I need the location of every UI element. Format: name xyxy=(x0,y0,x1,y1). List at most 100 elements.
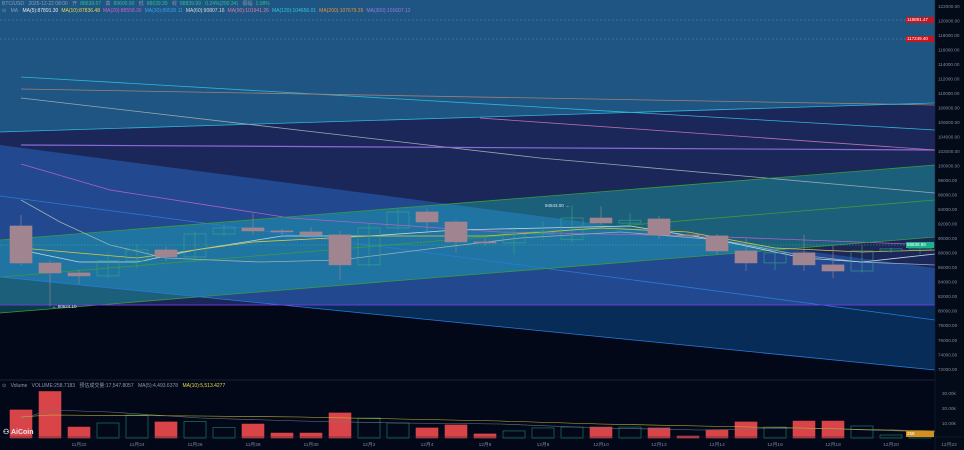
candle-body xyxy=(618,219,642,224)
ma-label[interactable]: MA xyxy=(10,8,19,14)
ma-value-3: MA(30):89530.11 xyxy=(144,8,183,14)
candles-group xyxy=(9,205,932,307)
y-tick-label: 86000.00 xyxy=(938,265,958,270)
volume-bar xyxy=(589,426,613,439)
candle[interactable] xyxy=(531,221,555,240)
ma-settings-icon[interactable]: ⊙ xyxy=(2,8,7,14)
candle[interactable] xyxy=(212,225,236,237)
volume-bar xyxy=(96,422,120,439)
y-tick-label: 100000.00 xyxy=(938,164,960,169)
y-tick-label: 82000.00 xyxy=(938,294,958,299)
volume-bar xyxy=(734,421,758,439)
volume-settings-icon[interactable]: ⊙ xyxy=(2,383,7,389)
y-tick-label: 84000.00 xyxy=(938,280,958,285)
candle[interactable] xyxy=(821,245,845,279)
candle[interactable] xyxy=(763,249,787,271)
candle[interactable] xyxy=(444,220,468,253)
candle[interactable] xyxy=(415,208,439,232)
ma-value-2: MA(20):88558.36 xyxy=(102,8,142,14)
y-tick-label: 114000.00 xyxy=(938,62,960,67)
y-tick-label: 76000.00 xyxy=(938,338,958,343)
candle[interactable] xyxy=(792,234,816,271)
candle-body xyxy=(67,272,91,277)
candle[interactable] xyxy=(299,227,323,237)
candle-body xyxy=(212,227,236,235)
volume-value: VOLUME:258.7183 xyxy=(31,383,76,389)
candle[interactable] xyxy=(386,209,410,230)
y-tick-label: 78000.00 xyxy=(938,323,958,328)
candle-body xyxy=(444,221,468,243)
x-tick-label: 11月30 xyxy=(303,442,318,448)
candle-body xyxy=(9,225,33,264)
volume-current-tag: 258 xyxy=(906,431,934,437)
volume-bars-group xyxy=(9,391,932,439)
candle-body xyxy=(38,262,62,274)
candle[interactable] xyxy=(96,252,120,279)
candle[interactable] xyxy=(879,247,903,253)
x-axis-labels: 11月22 11月24 11月26 11月28 11月30 12月2 12月4 12月6 12月… xyxy=(71,442,957,448)
volume-ma10: MA(10):5,513.4277 xyxy=(182,383,226,389)
y-tick-label: 90000.00 xyxy=(938,236,958,241)
volume-title[interactable]: Volume xyxy=(10,383,28,389)
candle[interactable] xyxy=(560,205,584,242)
volume-bar xyxy=(357,417,381,439)
x-tick-label: 12月14 xyxy=(709,442,725,448)
y-axis[interactable] xyxy=(935,0,964,450)
candle[interactable] xyxy=(502,226,526,256)
candle[interactable] xyxy=(473,238,497,246)
candle[interactable] xyxy=(183,231,207,262)
volume-bar xyxy=(299,432,323,439)
price-tag-high: 118891.47 xyxy=(906,17,934,23)
candle-body xyxy=(125,249,149,262)
volume-bar xyxy=(125,414,149,439)
candle[interactable] xyxy=(647,215,671,240)
candle[interactable] xyxy=(734,238,758,271)
close-label: 收 xyxy=(172,1,178,7)
candle[interactable] xyxy=(676,233,700,238)
y-tick-label: 106000.00 xyxy=(938,120,960,125)
low-value: 88639.35 xyxy=(146,1,168,7)
candle[interactable] xyxy=(125,244,149,269)
candle[interactable] xyxy=(328,231,352,280)
y-tick-label: 110000.00 xyxy=(938,91,960,96)
y-axis-labels: 122000.00 120000.00 118000.00 116000.00 1140… xyxy=(938,4,960,426)
x-tick-label: 12月20 xyxy=(883,442,899,448)
close-value: 88839.99 xyxy=(180,1,201,7)
candle-body xyxy=(270,230,294,233)
candle-body xyxy=(821,264,845,272)
candle[interactable] xyxy=(9,215,33,266)
candle-body xyxy=(183,233,207,258)
y-tick-label: 120000.00 xyxy=(938,18,960,23)
x-tick-label: 11月22 xyxy=(71,442,86,448)
candle[interactable] xyxy=(67,269,91,285)
candle-body xyxy=(502,233,526,244)
x-tick-label: 12月6 xyxy=(479,442,492,448)
candle[interactable] xyxy=(589,206,613,225)
change-value: 0.24%(200.34) xyxy=(205,1,239,7)
candle-body xyxy=(241,227,265,232)
ma-value-7: MA(200):107679.35 xyxy=(319,8,364,14)
x-tick-label: 11月26 xyxy=(187,442,202,448)
candle-body xyxy=(792,252,816,266)
symbol[interactable]: BTC/USD xyxy=(2,1,24,7)
candle-body xyxy=(705,235,729,252)
candle[interactable] xyxy=(38,260,62,307)
ohlc-header: BTC/USD 2025-12-22 08:00 开 88639.67 高 8960… xyxy=(2,1,273,7)
candle[interactable] xyxy=(154,247,178,261)
volume-bar xyxy=(531,427,555,439)
volume-bar xyxy=(270,432,294,439)
candle[interactable] xyxy=(241,213,265,235)
y-tick-label: 122000.00 xyxy=(938,4,960,9)
amplitude-value: 1.08% xyxy=(255,1,270,7)
volume-bar xyxy=(705,429,729,439)
candle[interactable] xyxy=(618,212,642,228)
high-value: 89600.00 xyxy=(113,1,135,7)
candle[interactable] xyxy=(850,245,874,273)
candle[interactable] xyxy=(705,233,729,255)
y-tick-label: 98000.00 xyxy=(938,178,958,183)
x-tick-label: 12月22 xyxy=(941,442,957,448)
plot-background xyxy=(0,0,935,380)
candle[interactable] xyxy=(357,223,381,267)
candle[interactable] xyxy=(270,228,294,235)
